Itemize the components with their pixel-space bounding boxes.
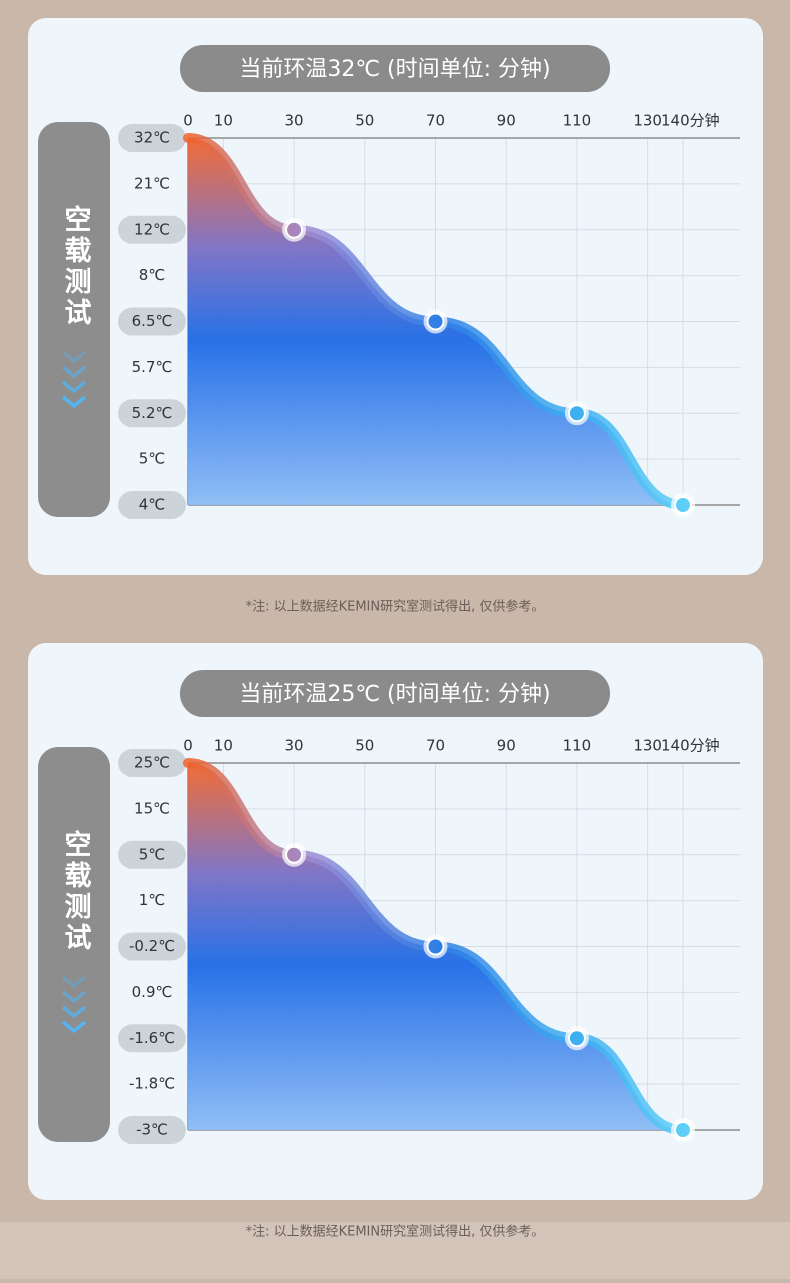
chevron xyxy=(61,975,87,989)
chevron xyxy=(61,380,87,394)
y-label-pill xyxy=(118,840,186,869)
footer-band xyxy=(0,1222,790,1279)
side-pill xyxy=(38,747,110,1142)
chart-title: 当前环温32℃ (时间单位: 分钟) xyxy=(239,57,550,82)
y-tick-label: 8℃ xyxy=(139,266,165,284)
point xyxy=(426,937,445,956)
chart-title: 当前环温25℃ (时间单位: 分钟) xyxy=(239,682,550,707)
x-tick-label: 30 xyxy=(285,112,304,130)
y-label-pill xyxy=(118,1116,186,1144)
y-tick-label: 25℃ xyxy=(134,754,170,772)
y-tick-label: -3℃ xyxy=(136,1121,168,1139)
y-label-pill xyxy=(118,1024,186,1053)
chevron xyxy=(61,350,87,364)
y-label-pill xyxy=(118,749,186,777)
side-pill xyxy=(38,122,110,517)
y-label-pill xyxy=(118,124,186,152)
y-tick-label: 15℃ xyxy=(134,799,170,817)
x-tick-label: 130 xyxy=(633,112,662,130)
y-label-pill xyxy=(118,215,186,244)
chevron xyxy=(61,1005,87,1019)
x-tick-label: 140分钟 xyxy=(661,112,720,130)
title-pill xyxy=(180,670,610,717)
y-tick-label: -1.6℃ xyxy=(129,1029,175,1047)
point xyxy=(674,1121,692,1139)
y-tick-label: 5.2℃ xyxy=(132,404,173,422)
x-tick-label: 70 xyxy=(426,112,445,130)
x-tick-label: 90 xyxy=(497,112,516,130)
y-tick-label: 0.9℃ xyxy=(132,983,173,1001)
x-tick-label: 140分钟 xyxy=(661,737,720,755)
y-label-pill xyxy=(118,307,186,336)
y-tick-label: 1℃ xyxy=(139,891,165,909)
y-tick-label: -1.8℃ xyxy=(129,1075,175,1093)
point xyxy=(426,312,445,331)
title-pill xyxy=(180,45,610,92)
x-tick-label: 0 xyxy=(183,737,193,755)
footnote: *注: 以上数据经KEMIN研究室测试得出, 仅供参考。 xyxy=(246,599,545,615)
point xyxy=(285,845,304,864)
y-tick-label: 32℃ xyxy=(134,129,170,147)
x-tick-label: 50 xyxy=(355,737,374,755)
y-label-pill xyxy=(118,399,186,428)
y-tick-label: 21℃ xyxy=(134,174,170,192)
x-tick-label: 30 xyxy=(285,737,304,755)
x-tick-label: 130 xyxy=(633,737,662,755)
x-tick-label: 10 xyxy=(214,112,233,130)
y-tick-label: 5℃ xyxy=(139,845,165,863)
x-tick-label: 90 xyxy=(497,737,516,755)
point xyxy=(674,496,692,514)
side-label: 空载测试 xyxy=(60,829,92,954)
y-tick-label: 5℃ xyxy=(139,450,165,468)
y-tick-label: 4℃ xyxy=(139,496,165,514)
x-tick-label: 0 xyxy=(183,112,193,130)
point xyxy=(567,1029,586,1048)
y-tick-label: 12℃ xyxy=(134,220,170,238)
y-tick-label: -0.2℃ xyxy=(129,937,175,955)
y-label-pill xyxy=(118,491,186,519)
y-tick-label: 6.5℃ xyxy=(132,312,173,330)
point xyxy=(567,404,586,423)
x-tick-label: 110 xyxy=(563,737,592,755)
x-tick-label: 50 xyxy=(355,112,374,130)
y-label-pill xyxy=(118,932,186,961)
chart: 当前环温25℃ (时间单位: 分钟) 空载测试 25℃ 15℃ 5℃ 1℃ -0.2℃ 0.9… xyxy=(28,643,763,1240)
x-tick-label: 110 xyxy=(563,112,592,130)
side-label: 空载测试 xyxy=(60,204,92,329)
x-tick-label: 70 xyxy=(426,737,445,755)
y-tick-label: 5.7℃ xyxy=(132,358,173,376)
footnote: *注: 以上数据经KEMIN研究室测试得出, 仅供参考。 xyxy=(246,1224,545,1240)
chevron xyxy=(61,1020,87,1034)
x-tick-label: 10 xyxy=(214,737,233,755)
chart: 当前环温32℃ (时间单位: 分钟) 空载测试 32℃ 21℃ 12℃ 8℃ 6.5℃ 5.7… xyxy=(28,18,763,615)
chevron xyxy=(61,395,87,409)
point xyxy=(285,220,304,239)
chevron xyxy=(61,990,87,1004)
chevron xyxy=(61,365,87,379)
